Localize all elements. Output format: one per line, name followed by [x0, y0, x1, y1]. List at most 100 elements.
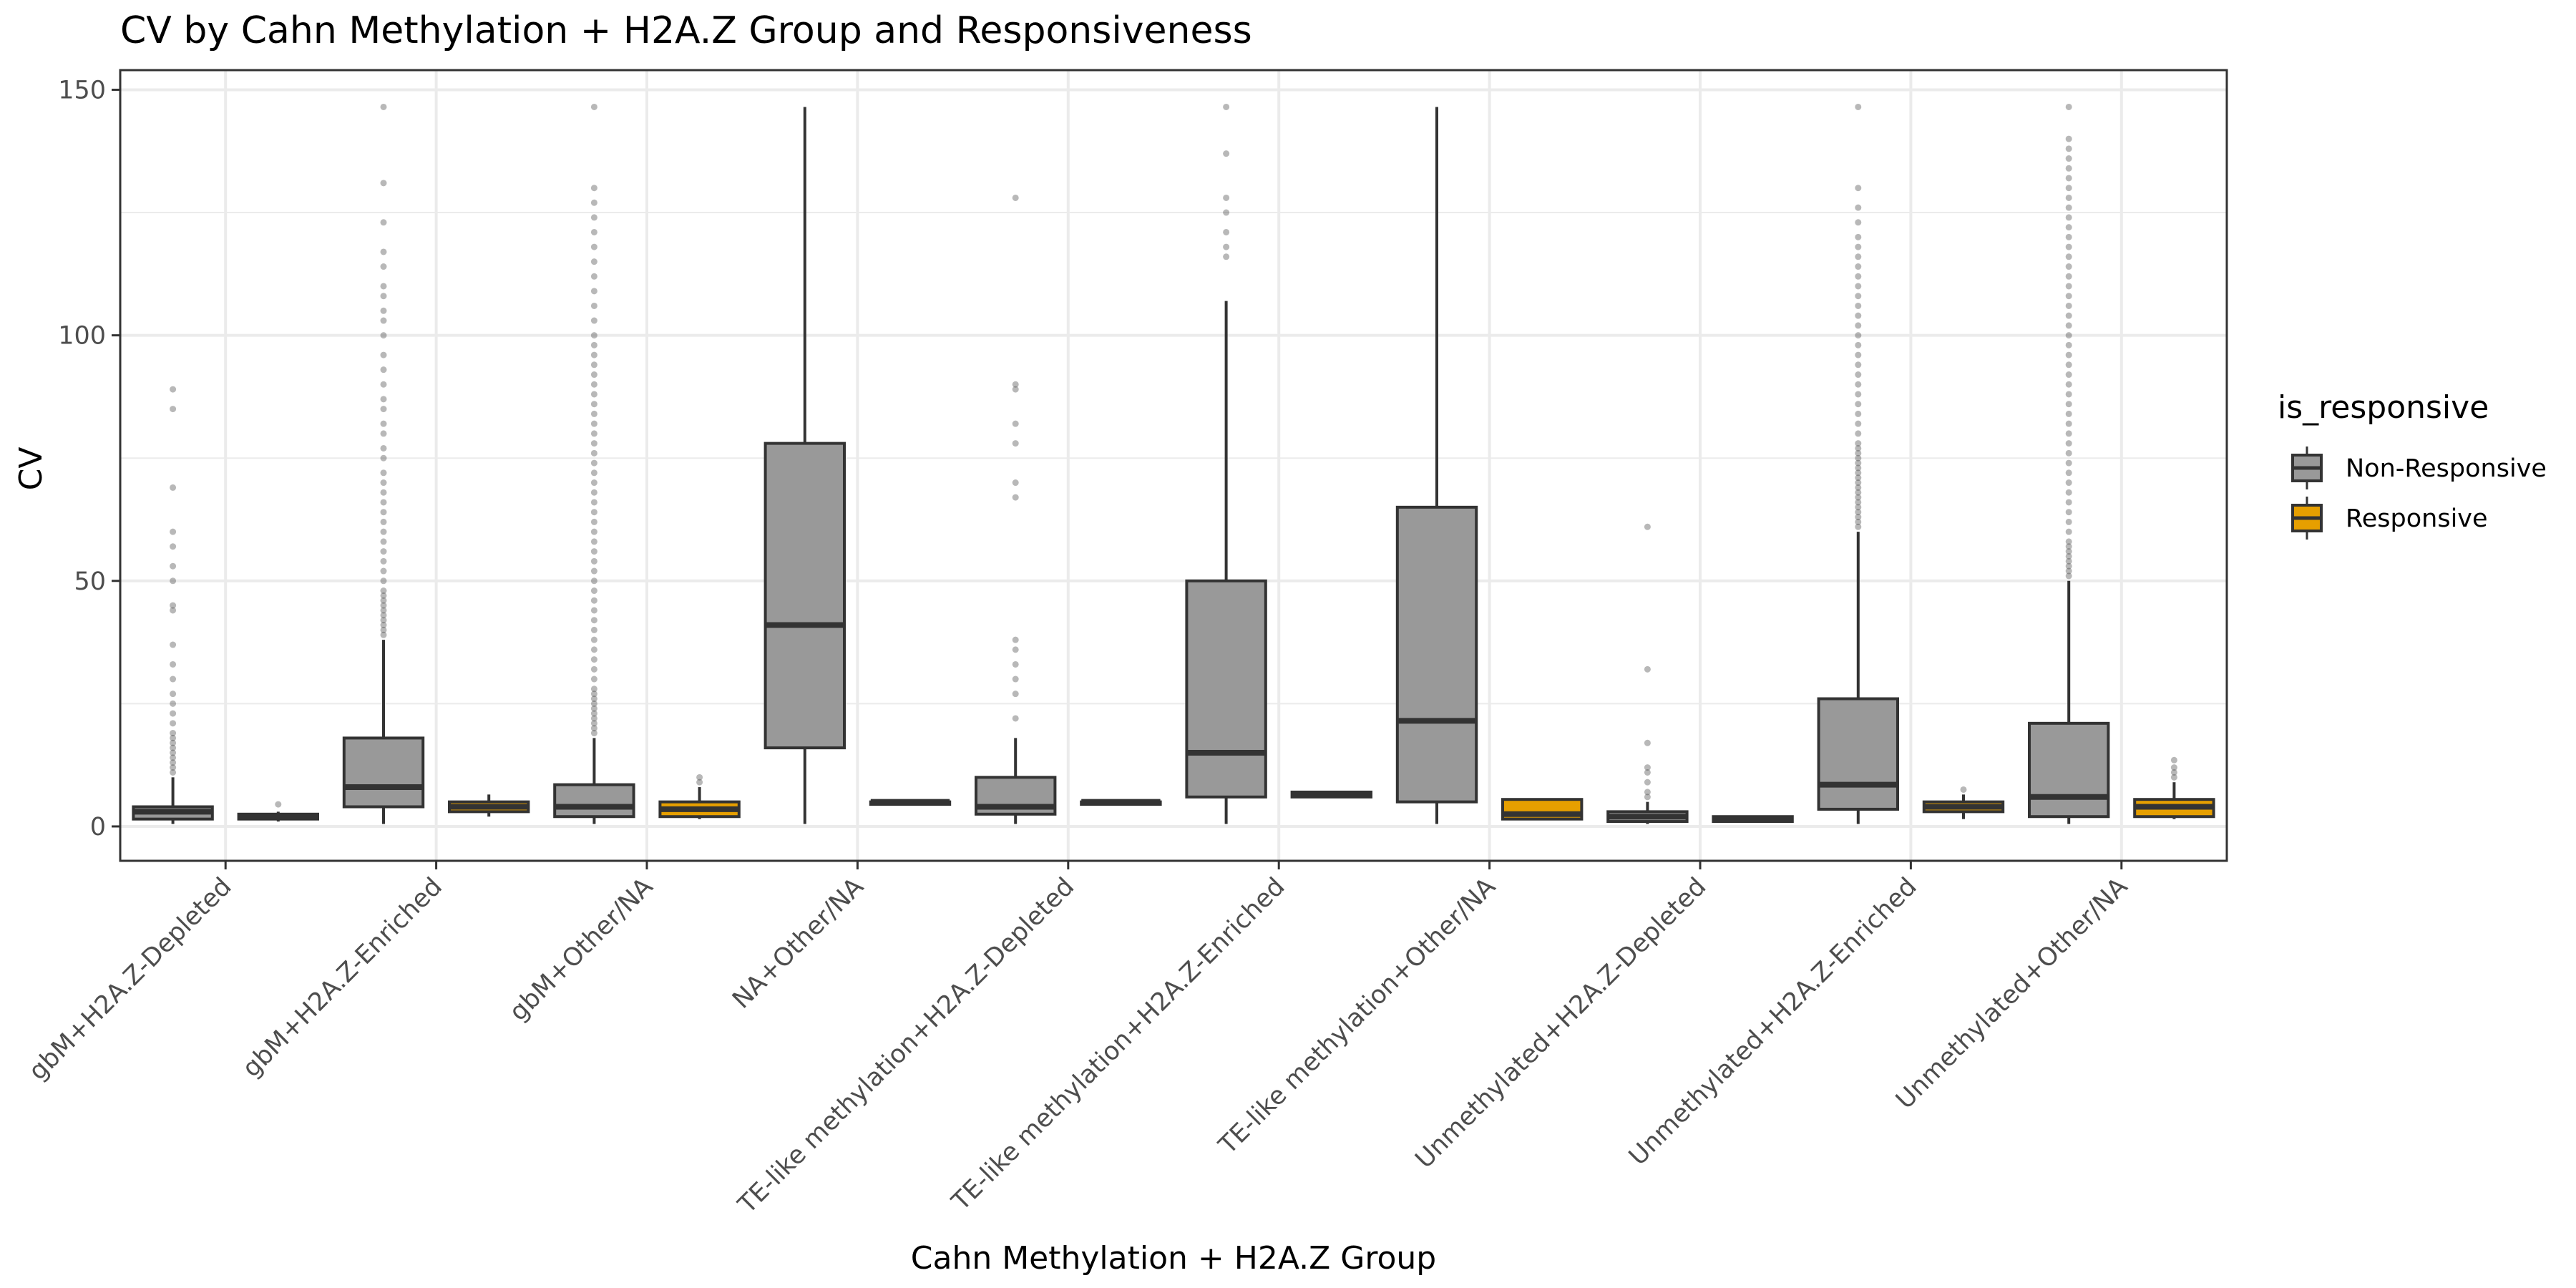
- outlier-point: [2065, 538, 2072, 545]
- outlier-point: [170, 734, 177, 741]
- chart-title: CV by Cahn Methylation + H2A.Z Group and…: [120, 9, 1252, 52]
- outlier-point: [380, 626, 387, 633]
- outlier-point: [2065, 185, 2072, 192]
- outlier-point: [380, 489, 387, 496]
- outlier-point: [380, 518, 387, 525]
- outlier-point: [170, 607, 177, 614]
- outlier-point: [2065, 410, 2072, 417]
- y-axis-title: CV: [13, 447, 49, 491]
- outlier-point: [2065, 322, 2072, 329]
- outlier-point: [2065, 371, 2072, 379]
- outlier-point: [170, 528, 177, 535]
- outlier-point: [1855, 401, 1862, 408]
- outlier-point: [380, 622, 387, 629]
- outlier-point: [380, 381, 387, 388]
- box-non-responsive-8: [1817, 103, 1900, 824]
- outlier-point: [2065, 479, 2072, 487]
- outlier-point: [1855, 371, 1862, 379]
- outlier-point: [2065, 430, 2072, 437]
- outlier-point: [1012, 646, 1019, 653]
- outlier-point: [2170, 756, 2177, 763]
- legend-item-responsive: Responsive: [2291, 497, 2488, 540]
- outlier-point: [590, 636, 597, 643]
- outlier-point: [590, 459, 597, 467]
- outlier-point: [590, 557, 597, 565]
- box-non-responsive-4: [975, 194, 1057, 824]
- outlier-point: [1223, 103, 1230, 110]
- box-iqr: [1185, 579, 1267, 799]
- outlier-point: [590, 273, 597, 280]
- outlier-point: [1855, 103, 1862, 110]
- outlier-point: [590, 577, 597, 585]
- outlier-point: [2065, 381, 2072, 388]
- outlier-point: [590, 381, 597, 388]
- outlier-point: [2065, 361, 2072, 369]
- outlier-point: [170, 562, 177, 570]
- outlier-point: [380, 454, 387, 462]
- outlier-point: [2065, 401, 2072, 408]
- outlier-point: [380, 607, 387, 614]
- outlier-point: [380, 577, 387, 585]
- outlier-point: [170, 660, 177, 668]
- outlier-point: [1855, 243, 1862, 250]
- outlier-point: [696, 779, 703, 786]
- outlier-point: [1855, 474, 1862, 482]
- box-responsive-1: [448, 794, 530, 817]
- outlier-point: [2065, 175, 2072, 182]
- outlier-point: [1855, 204, 1862, 211]
- outlier-point: [1855, 523, 1862, 530]
- box-iqr: [763, 441, 846, 750]
- outlier-point: [590, 103, 597, 110]
- outlier-point: [590, 401, 597, 408]
- outlier-point: [696, 774, 703, 781]
- outlier-point: [590, 185, 597, 192]
- outlier-point: [2065, 332, 2072, 339]
- box-non-responsive-3: [763, 107, 846, 824]
- outlier-point: [2065, 552, 2072, 560]
- box-non-responsive-9: [2028, 103, 2110, 824]
- box-responsive-9: [2133, 756, 2215, 819]
- outlier-point: [590, 391, 597, 398]
- outlier-point: [2065, 165, 2072, 172]
- outlier-point: [2065, 263, 2072, 270]
- outlier-point: [1012, 675, 1019, 683]
- outlier-point: [380, 597, 387, 604]
- outlier-point: [1644, 769, 1651, 776]
- outlier-point: [380, 528, 387, 535]
- outlier-point: [1223, 228, 1230, 235]
- outlier-point: [1855, 518, 1862, 525]
- outlier-point: [1855, 469, 1862, 477]
- outlier-point: [2065, 302, 2072, 309]
- outlier-point: [380, 420, 387, 427]
- outlier-point: [590, 607, 597, 614]
- outlier-point: [1012, 440, 1019, 447]
- outlier-point: [170, 577, 177, 585]
- outlier-point: [2065, 449, 2072, 457]
- box-non-responsive-5: [1185, 103, 1267, 824]
- outlier-point: [1855, 273, 1862, 280]
- outlier-point: [170, 710, 177, 717]
- outlier-point: [590, 528, 597, 535]
- outlier-point: [2065, 499, 2072, 506]
- outlier-point: [1855, 420, 1862, 427]
- box-iqr: [553, 783, 635, 819]
- outlier-point: [380, 479, 387, 487]
- outlier-point: [590, 214, 597, 221]
- outlier-point: [590, 665, 597, 673]
- outlier-point: [380, 567, 387, 575]
- outlier-point: [2065, 509, 2072, 516]
- outlier-point: [380, 248, 387, 255]
- outlier-point: [1644, 789, 1651, 796]
- outlier-point: [590, 509, 597, 516]
- outlier-point: [2065, 557, 2072, 565]
- outlier-point: [590, 646, 597, 653]
- outlier-point: [590, 705, 597, 712]
- outlier-point: [1960, 786, 1967, 793]
- outlier-point: [380, 444, 387, 452]
- panel-border: [119, 69, 2228, 862]
- box-responsive-6: [1501, 798, 1584, 821]
- outlier-point: [380, 548, 387, 555]
- outlier-point: [1855, 302, 1862, 309]
- outlier-point: [1012, 420, 1019, 427]
